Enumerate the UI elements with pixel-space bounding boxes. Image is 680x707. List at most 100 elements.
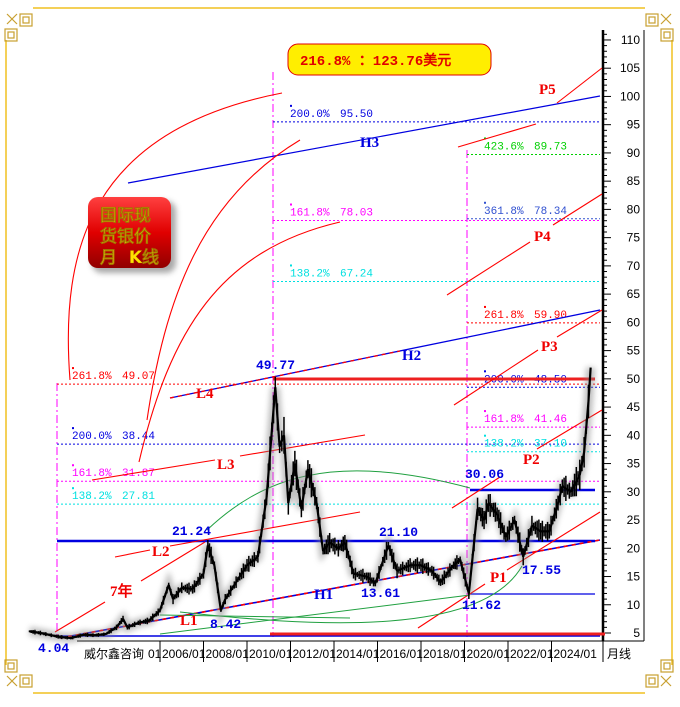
- label-p2: P2: [523, 452, 540, 468]
- title-line-1: 国际现: [100, 206, 151, 226]
- label-l1: L1: [180, 613, 198, 629]
- fib-marker: [484, 370, 486, 373]
- y-tick-label: 95: [627, 118, 641, 132]
- fib-marker: [72, 464, 74, 467]
- moving-average-curve: [159, 614, 351, 619]
- trendline-p3: [453, 349, 539, 406]
- fib-pct-label: 138.2%: [72, 491, 112, 503]
- y-tick-label: 25: [627, 513, 641, 527]
- price-series: [28, 367, 596, 643]
- y-tick-label: 45: [627, 400, 641, 414]
- label-h3: H3: [360, 135, 379, 151]
- y-tick-label: 110: [621, 33, 640, 47]
- fib-value-label: 27.81: [122, 491, 155, 503]
- x-tick-label: 2016/01: [380, 647, 424, 661]
- y-tick-label: 35: [627, 457, 641, 471]
- fib-marker: [72, 427, 74, 430]
- x-tick-label: 2008/01: [206, 647, 250, 661]
- trendline-h3: [127, 95, 601, 184]
- price-label: 49.77: [256, 358, 295, 373]
- y-tick-label: 55: [627, 344, 641, 358]
- trendline-p5: [457, 123, 537, 148]
- fib-pct-label: 261.8%: [72, 371, 112, 383]
- x-tick-label: 2006/01: [162, 647, 206, 661]
- y-tick-label: 50: [627, 372, 641, 386]
- x-tick-label: 2012/01: [293, 647, 337, 661]
- fib-value-label: 41.46: [534, 414, 567, 426]
- title-box: 国际现 货银价 月 K线: [88, 197, 176, 273]
- price-label: 17.55: [522, 563, 561, 578]
- fib-value-label: 37.10: [534, 439, 567, 451]
- moving-average-curve: [159, 594, 471, 635]
- label-l3: L3: [217, 457, 235, 473]
- fib-marker: [484, 434, 486, 437]
- y-tick-label: 30: [627, 485, 641, 499]
- x-tick-label: 2014/01: [336, 647, 380, 661]
- target-banner-text: 216.8% ：123.76美元: [300, 52, 451, 70]
- label-p5: P5: [539, 82, 556, 98]
- corner-ornament-icon: [645, 659, 674, 688]
- trendline-l2: [114, 549, 151, 558]
- price-label: 11.62: [462, 598, 501, 613]
- label-h2: H2: [402, 348, 421, 364]
- label-7-years: 7年: [110, 582, 133, 600]
- y-tick-label: 60: [627, 315, 641, 329]
- fib-value-label: 89.73: [534, 141, 567, 153]
- fib-pct-label: 161.8%: [290, 208, 330, 220]
- fib-pct-label: 361.8%: [484, 206, 524, 218]
- fib-pct-label: 138.2%: [290, 268, 330, 280]
- y-tick-label: 5: [633, 626, 640, 640]
- key-price-labels: 4.04 8.42 21.24 49.77 21.10 13.61 11.62 …: [38, 358, 561, 656]
- x-tick-label: 2022/01: [510, 647, 554, 661]
- fib-pct-label: 200.0%: [290, 109, 330, 121]
- price-label: 4.04: [38, 641, 69, 656]
- price-label: 30.06: [465, 467, 504, 482]
- corner-ornament-icon: [645, 13, 674, 42]
- x-tick-label: 2024/01: [554, 647, 598, 661]
- label-p1: P1: [490, 570, 507, 586]
- trendline-p4: [552, 193, 603, 226]
- moving-average-curve: [179, 565, 523, 624]
- trendline-p1: [417, 583, 486, 629]
- fib-pct-label: 161.8%: [484, 414, 524, 426]
- trendline-7yr: [54, 601, 106, 633]
- trendline-p2: [451, 476, 501, 509]
- x-tick-label: 2020/01: [467, 647, 511, 661]
- fib-pct-label: 138.2%: [484, 439, 524, 451]
- fib-value-label: 95.50: [340, 109, 373, 121]
- label-h1: H1: [314, 587, 333, 603]
- y-tick-label: 85: [627, 174, 641, 188]
- projection-curve: [146, 139, 301, 421]
- fib-value-label: 78.03: [340, 208, 373, 220]
- label-p3: P3: [541, 339, 558, 355]
- trendline-7yr-upper: [140, 541, 206, 582]
- fib-pct-label: 261.8%: [484, 310, 524, 322]
- source-label: 威尔鑫咨询: [84, 646, 144, 661]
- trendline-l3: [91, 459, 216, 481]
- label-l2: L2: [152, 544, 170, 560]
- y-tick-label: 10: [627, 598, 641, 612]
- y-tick-label: 40: [627, 428, 641, 442]
- y-tick-label: 80: [627, 202, 641, 216]
- fib-marker: [72, 487, 74, 490]
- fib-marker: [484, 137, 486, 140]
- fib-marker: [484, 201, 486, 204]
- fib-pct-label: 200.0%: [72, 431, 112, 443]
- price-label: 21.24: [172, 524, 211, 539]
- trendline-p5: [556, 67, 603, 104]
- trendline-p4: [446, 241, 531, 296]
- price-label: 21.10: [379, 525, 418, 540]
- y-axis-ticks: 5 10 15 20 25 30 35 40 45 50 55 60 65 70 75 80 85 90 95 100…: [603, 33, 640, 640]
- price-label: 13.61: [361, 586, 400, 601]
- moving-average-curve: [206, 470, 471, 531]
- fib-value-label: 49.07: [122, 371, 155, 383]
- fib-value-label: 38.44: [122, 431, 155, 443]
- trendline-l3: [239, 434, 366, 457]
- corner-ornament-icon: [4, 13, 33, 42]
- trendline-labels: L1 L2 L3 L4 7年 H1 H2 H3 P1 P2 P3 P4 P5: [110, 82, 558, 629]
- fib-marker: [290, 264, 292, 267]
- y-tick-label: 75: [627, 231, 641, 245]
- decorative-frame: [4, 7, 674, 694]
- y-tick-label: 105: [620, 61, 640, 75]
